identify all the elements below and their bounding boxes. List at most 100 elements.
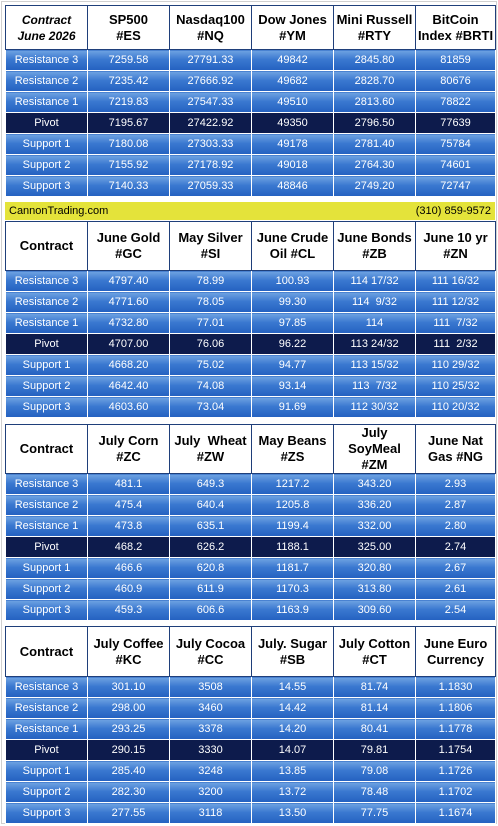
- header-line: Contract: [21, 12, 72, 27]
- level-value: 481.1: [87, 473, 170, 495]
- level-value: 3118: [169, 802, 252, 824]
- level-value: 7180.08: [87, 133, 170, 155]
- level-value: 2.93: [415, 473, 496, 495]
- level-value: 80676: [415, 70, 496, 92]
- level-label: Support 2: [5, 781, 88, 803]
- level-row: Resistance 2 298.00 3460 14.42 81.14 1.1806: [5, 697, 496, 719]
- header-line: Mini Russell: [336, 11, 413, 27]
- level-value: 1.1778: [415, 718, 496, 740]
- header-line: June 2026: [17, 28, 76, 43]
- level-row: Resistance 1 473.8 635.1 1199.4 332.00 2.80: [5, 515, 496, 537]
- header-line: June Crude: [256, 230, 329, 245]
- levels-table: Contract June 2026 SP500 #ES Nasdaq100 #NQ Dow…: [5, 5, 496, 197]
- banner-site[interactable]: CannonTrading.com: [9, 205, 109, 217]
- level-value: 7259.58: [87, 49, 170, 71]
- instrument-header: July Corn #ZC: [87, 424, 170, 474]
- instrument-header: July Wheat #ZW: [169, 424, 252, 474]
- level-value: 293.25: [87, 718, 170, 740]
- level-value: 2796.50: [333, 112, 416, 134]
- level-value: 111 7/32: [415, 312, 496, 334]
- level-value: 27791.33: [169, 49, 252, 71]
- level-value: 7140.33: [87, 175, 170, 197]
- level-value: 313.80: [333, 578, 416, 600]
- header-row: Contract July Coffee #KC July Cocoa #CC July.…: [5, 626, 496, 677]
- level-value: 626.2: [169, 536, 252, 558]
- level-value: 27422.92: [169, 112, 252, 134]
- level-value: 114: [333, 312, 416, 334]
- header-line: June Gold: [96, 230, 161, 245]
- level-value: 290.15: [87, 739, 170, 761]
- level-row: Resistance 3 7259.58 27791.33 49842 2845.80 8…: [5, 49, 496, 71]
- level-value: 2.87: [415, 494, 496, 516]
- level-value: 112 30/32: [333, 396, 416, 418]
- header-line: Gas #NG: [428, 449, 483, 464]
- level-row: Resistance 1 293.25 3378 14.20 80.41 1.1778: [5, 718, 496, 740]
- level-value: 113 24/32: [333, 333, 416, 355]
- level-value: 298.00: [87, 697, 170, 719]
- level-value: 111 2/32: [415, 333, 496, 355]
- level-label: Resistance 2: [5, 70, 88, 92]
- level-row: Support 2 4642.40 74.08 93.14 113 7/32 110 25…: [5, 375, 496, 397]
- contract-header: Contract: [5, 626, 88, 677]
- level-value: 649.3: [169, 473, 252, 495]
- instrument-header: June Euro Currency: [415, 626, 496, 677]
- level-value: 1.1830: [415, 676, 496, 698]
- level-label: Resistance 2: [5, 291, 88, 313]
- level-value: 309.60: [333, 599, 416, 621]
- level-value: 7219.83: [87, 91, 170, 113]
- level-label: Support 3: [5, 396, 88, 418]
- level-value: 77639: [415, 112, 496, 134]
- level-value: 114 17/32: [333, 270, 416, 292]
- header-line: May Beans: [258, 433, 327, 448]
- level-label: Support 1: [5, 133, 88, 155]
- level-value: 49842: [251, 49, 334, 71]
- header-line: July Wheat: [174, 433, 247, 448]
- header-line: #ES: [116, 27, 141, 43]
- header-line: July Coffee: [93, 635, 164, 651]
- level-value: 4642.40: [87, 375, 170, 397]
- level-value: 4771.60: [87, 291, 170, 313]
- level-value: 13.50: [251, 802, 334, 824]
- pivot-row: Pivot 468.2 626.2 1188.1 325.00 2.74: [5, 536, 496, 558]
- level-value: 113 15/32: [333, 354, 416, 376]
- level-value: 93.14: [251, 375, 334, 397]
- level-value: 81.74: [333, 676, 416, 698]
- header-line: #ZM: [361, 457, 388, 472]
- level-value: 75.02: [169, 354, 252, 376]
- header-line: #CT: [362, 651, 387, 667]
- header-line: #ZB: [362, 246, 387, 261]
- section-softs-currency: Contract July Coffee #KC July Cocoa #CC July.…: [5, 626, 496, 824]
- level-value: 1188.1: [251, 536, 334, 558]
- level-value: 13.85: [251, 760, 334, 782]
- level-value: 3460: [169, 697, 252, 719]
- instrument-header: June Bonds #ZB: [333, 221, 416, 271]
- level-label: Support 2: [5, 154, 88, 176]
- banner-phone: (310) 859-9572: [415, 205, 491, 217]
- level-value: 74601: [415, 154, 496, 176]
- section-stock-index-futures: Contract June 2026 SP500 #ES Nasdaq100 #NQ Dow…: [5, 5, 496, 197]
- level-value: 27303.33: [169, 133, 252, 155]
- header-line: Oil #CL: [269, 246, 316, 261]
- level-value: 473.8: [87, 515, 170, 537]
- level-label: Support 3: [5, 175, 88, 197]
- level-value: 4732.80: [87, 312, 170, 334]
- header-line: #NQ: [197, 27, 224, 43]
- instrument-header: BitCoin Index #BRTI: [415, 5, 496, 50]
- level-value: 4797.40: [87, 270, 170, 292]
- header-line: July: [361, 425, 388, 441]
- level-value: 2764.30: [333, 154, 416, 176]
- level-value: 285.40: [87, 760, 170, 782]
- levels-table: Contract June Gold #GC May Silver #SI June Cr…: [5, 221, 496, 418]
- instrument-header: July. Sugar #SB: [251, 626, 334, 677]
- level-value: 13.72: [251, 781, 334, 803]
- instrument-header: July Cotton #CT: [333, 626, 416, 677]
- instrument-header: SP500 #ES: [87, 5, 170, 50]
- level-value: 468.2: [87, 536, 170, 558]
- level-row: Support 1 466.6 620.8 1181.7 320.80 2.67: [5, 557, 496, 579]
- level-value: 110 25/32: [415, 375, 496, 397]
- level-label: Resistance 3: [5, 270, 88, 292]
- level-label: Resistance 1: [5, 515, 88, 537]
- level-value: 91.69: [251, 396, 334, 418]
- level-value: 49510: [251, 91, 334, 113]
- header-line: July Cocoa: [175, 635, 246, 651]
